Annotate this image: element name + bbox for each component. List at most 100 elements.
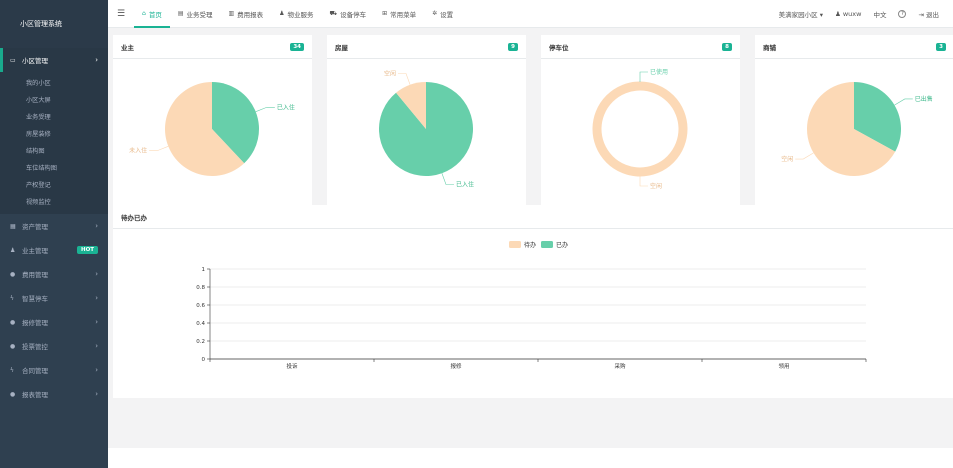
car-icon: ⛟ xyxy=(329,9,338,17)
submenu-item[interactable]: 我的小区 xyxy=(26,80,51,87)
logout-icon: ⇥ xyxy=(918,10,924,19)
sidebar-item[interactable]: ϟ 合同管理 › xyxy=(0,358,108,382)
slice-label: 空闲 xyxy=(384,69,396,77)
submenu-item[interactable]: 结构图 xyxy=(26,148,45,155)
pie-slice xyxy=(854,82,901,152)
label-line xyxy=(795,152,814,160)
logout-button[interactable]: ⇥ 退出 xyxy=(912,9,945,19)
logout-label: 退出 xyxy=(926,10,939,19)
home-icon: ⌂ xyxy=(142,10,146,17)
nav-tab[interactable]: ✲ 设置 xyxy=(424,0,461,28)
y-tick-label: 1 xyxy=(202,267,206,273)
submenu-item[interactable]: 小区大屏 xyxy=(26,97,51,104)
sidebar-item-label: 智慧停车 xyxy=(22,295,48,303)
nav-tab[interactable]: ⊞ 常用菜单 xyxy=(374,0,424,28)
legend-swatch[interactable] xyxy=(509,241,521,248)
submenu-item[interactable]: 房屋装修 xyxy=(26,131,51,138)
nav-tab-label: 首页 xyxy=(148,10,162,19)
label-line xyxy=(398,73,411,85)
sidebar-item[interactable]: ▦ 资产管理 › xyxy=(0,214,108,238)
sidebar-item[interactable]: ▭ 小区管理 › xyxy=(0,48,108,72)
nav-tab[interactable]: ▤ 业务受理 xyxy=(170,0,221,28)
count-badge: 34 xyxy=(290,42,304,51)
sidebar-item-label: 合同管理 xyxy=(22,367,48,375)
y-tick-label: 0.6 xyxy=(196,303,205,309)
nav-tab-label: 设备停车 xyxy=(340,10,367,19)
sidebar-item[interactable]: ● 投票管控 › xyxy=(0,334,108,358)
circle-icon: ● xyxy=(10,342,16,350)
label-line xyxy=(255,106,275,112)
chevron-right-icon: › xyxy=(95,222,98,230)
pie-slice xyxy=(165,82,245,176)
nav-tab[interactable]: ♟ 物业服务 xyxy=(271,0,321,28)
card-title: 业主 xyxy=(121,43,134,52)
chevron-right-icon: › xyxy=(95,366,98,374)
sidebar-item[interactable]: ϟ 智慧停车 › xyxy=(0,286,108,310)
footer-area xyxy=(108,448,953,468)
ring-slice xyxy=(592,81,688,177)
sidebar-item-label: 投票管控 xyxy=(22,343,48,351)
chevron-right-icon: › xyxy=(95,294,98,302)
sidebar-item-label: 小区管理 xyxy=(22,57,48,65)
y-tick-label: 0.2 xyxy=(196,339,205,345)
slice-label: 空闲 xyxy=(650,182,662,190)
sidebar-item[interactable]: ● 报修管理 › xyxy=(0,310,108,334)
label-line xyxy=(639,176,648,187)
submenu-item[interactable]: 车位结构图 xyxy=(26,165,57,172)
hamburger-icon[interactable]: ☰ xyxy=(116,8,126,19)
card-title: 停车位 xyxy=(549,43,569,52)
nav-tab-label: 物业服务 xyxy=(287,10,314,19)
x-tick-label: 领用 xyxy=(778,362,789,370)
card-header: 房屋 9 xyxy=(327,35,526,59)
sitemap-icon: ⊞ xyxy=(382,10,388,17)
hot-badge: HOT xyxy=(76,246,98,254)
chevron-right-icon: › xyxy=(95,56,98,64)
help-button[interactable]: ? xyxy=(892,9,912,18)
card-title: 商铺 xyxy=(763,43,776,52)
nav-tabs: ⌂ 首页 ▤ 业务受理 ▥ 费用报表 ♟ 物业服务 ⛟ 设备停车 ⊞ 常用菜单 ✲ 设置 xyxy=(134,0,461,28)
sidebar-item-label: 费用管理 xyxy=(22,271,48,279)
circle-icon: ● xyxy=(10,270,16,278)
card-header: 商铺 3 xyxy=(755,35,953,59)
legend-label: 已办 xyxy=(556,241,568,249)
chart-icon: ▥ xyxy=(228,10,235,17)
submenu-item[interactable]: 产权登记 xyxy=(26,182,51,189)
nav-tab[interactable]: ▥ 费用报表 xyxy=(220,0,271,28)
sidebar-item[interactable]: ♟ 业主管理 HOT xyxy=(0,238,108,262)
x-tick-label: 投诉 xyxy=(286,362,298,370)
language-switch[interactable]: 中文 xyxy=(873,10,887,19)
todo-title: 待办已办 xyxy=(113,205,953,229)
table-icon: ▤ xyxy=(177,10,184,17)
nav-tab-label: 费用报表 xyxy=(237,10,264,19)
card-shops: 商铺 3 已出售 空闲 xyxy=(755,35,953,229)
submenu-item[interactable]: 视频监控 xyxy=(26,199,51,206)
nav-tab-label: 业务受理 xyxy=(186,10,213,19)
nav-tab[interactable]: ⛟ 设备停车 xyxy=(322,0,375,28)
user-menu[interactable]: ♟ wuxw xyxy=(829,10,868,18)
sidebar-item[interactable]: ● 报表管理 › xyxy=(0,382,108,406)
label-line xyxy=(441,173,454,185)
sidebar-item-label: 资产管理 xyxy=(22,223,48,231)
nav-tab[interactable]: ⌂ 首页 xyxy=(134,0,170,28)
slice-label: 未入住 xyxy=(129,147,147,155)
help-icon: ? xyxy=(898,10,907,18)
circle-icon: ● xyxy=(10,318,16,326)
count-badge: 3 xyxy=(936,42,946,51)
bolt-icon: ϟ xyxy=(10,366,14,374)
slice-label: 已出售 xyxy=(915,95,933,103)
bolt-icon: ϟ xyxy=(10,294,14,302)
community-name: 美满家园小区 xyxy=(778,10,818,19)
community-selector[interactable]: 美满家园小区 ▾ xyxy=(773,9,829,19)
houses-pie-chart: 已入住 空闲 xyxy=(379,69,474,189)
x-tick-label: 采购 xyxy=(614,362,626,370)
submenu-item[interactable]: 业务受理 xyxy=(26,114,51,121)
top-right-bar: 美满家园小区 ▾ ♟ wuxw 中文 ? ⇥ 退出 xyxy=(773,9,953,19)
card-header: 业主 34 xyxy=(113,35,312,59)
sidebar-item-label: 报修管理 xyxy=(22,319,48,327)
sidebar-item[interactable]: ● 费用管理 › xyxy=(0,262,108,286)
legend-swatch[interactable] xyxy=(541,241,553,248)
todo-panel: 待办已办 待办 已办 0 0.2 0.4 0.6 0.8 1 投诉 报修 采购 领用 xyxy=(113,205,953,398)
